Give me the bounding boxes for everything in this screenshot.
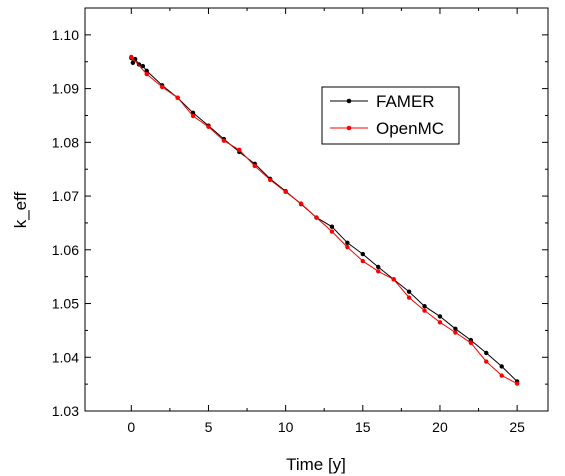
- y-tick-label: 1.07: [52, 188, 79, 204]
- data-point-openmc: [268, 177, 273, 183]
- x-axis-label: Time [y]: [286, 455, 346, 474]
- data-point-openmc: [329, 229, 335, 234]
- plot-frame: [84, 7, 549, 412]
- data-point-openmc: [144, 71, 149, 77]
- data-point-famer: [329, 224, 335, 229]
- data-point-famer: [136, 62, 142, 67]
- data-point-famer: [406, 289, 412, 294]
- data-point-famer: [140, 63, 146, 69]
- legend-marker-famer: [346, 98, 352, 104]
- y-tick-label: 1.05: [52, 296, 79, 312]
- x-tick-label: 5: [205, 419, 213, 435]
- legend-marker-openmc: [346, 125, 352, 131]
- data-point-openmc: [175, 95, 180, 100]
- data-point-famer: [499, 364, 504, 369]
- data-point-openmc: [129, 54, 134, 60]
- data-point-openmc: [206, 124, 211, 129]
- data-point-openmc: [437, 320, 443, 325]
- data-point-openmc: [221, 138, 227, 143]
- data-point-openmc: [453, 330, 458, 335]
- data-point-openmc: [283, 189, 288, 194]
- data-point-openmc: [514, 381, 520, 386]
- y-tick-label: 1.09: [52, 81, 79, 97]
- data-point-openmc: [298, 201, 304, 206]
- y-tick-label: 1.03: [52, 403, 79, 419]
- data-point-openmc: [468, 340, 474, 345]
- data-point-famer: [345, 240, 350, 246]
- x-tick-label: 10: [278, 419, 294, 435]
- data-point-openmc: [360, 258, 365, 264]
- data-point-openmc: [190, 113, 196, 119]
- data-point-openmc: [159, 84, 165, 90]
- data-point-openmc: [314, 215, 319, 220]
- data-point-famer: [190, 110, 196, 115]
- series-group: [129, 54, 520, 386]
- x-tick-label: 15: [355, 419, 371, 435]
- data-point-famer: [484, 350, 489, 356]
- data-point-openmc: [237, 147, 242, 153]
- data-point-openmc: [484, 359, 489, 364]
- data-point-famer: [453, 326, 458, 331]
- x-tick-label: 0: [127, 419, 135, 435]
- y-tick-label: 1.10: [52, 27, 79, 43]
- data-point-famer: [130, 60, 136, 66]
- data-point-openmc: [376, 269, 381, 274]
- data-point-openmc: [391, 277, 396, 282]
- axis-ticks: 0 5 10 15 20 25 1.03 1.04 1.05 1.06 1.07 1.08 1.09 1.…: [52, 8, 548, 435]
- data-point-famer: [376, 264, 381, 270]
- legend-box: [321, 86, 460, 145]
- data-point-famer: [360, 251, 365, 257]
- y-tick-label: 1.08: [52, 134, 79, 150]
- x-tick-label: 20: [432, 419, 448, 435]
- data-point-famer: [422, 304, 427, 309]
- series-openmc: [129, 54, 520, 386]
- data-point-famer: [144, 68, 149, 74]
- legend-label-openmc: OpenMC: [376, 119, 444, 138]
- legend: FAMER OpenMC: [321, 86, 460, 145]
- y-tick-label: 1.06: [52, 242, 79, 258]
- data-point-openmc: [252, 163, 257, 169]
- data-point-openmc: [345, 244, 350, 250]
- x-tick-label: 25: [509, 419, 525, 435]
- data-point-famer: [437, 314, 443, 319]
- data-point-openmc: [422, 308, 427, 313]
- series-line-openmc: [130, 56, 518, 385]
- y-axis-label: k_eff: [11, 191, 30, 228]
- data-point-openmc: [499, 373, 504, 378]
- y-tick-label: 1.04: [52, 349, 79, 365]
- legend-label-famer: FAMER: [376, 92, 435, 111]
- data-point-openmc: [406, 295, 412, 300]
